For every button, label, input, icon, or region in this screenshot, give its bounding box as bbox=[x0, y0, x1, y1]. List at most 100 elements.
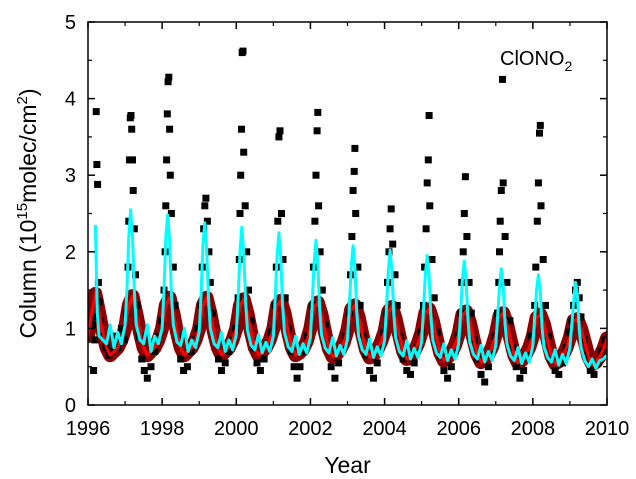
data-point bbox=[140, 367, 148, 374]
data-point bbox=[542, 301, 549, 309]
data-point bbox=[147, 363, 155, 371]
data-point bbox=[171, 301, 179, 309]
data-point bbox=[477, 370, 485, 378]
data-point bbox=[426, 202, 434, 210]
data-point bbox=[315, 202, 323, 210]
y-tick-label: 1 bbox=[65, 318, 76, 340]
data-point bbox=[460, 210, 468, 217]
data-point bbox=[590, 370, 598, 378]
data-point bbox=[279, 256, 287, 263]
data-point bbox=[488, 347, 496, 355]
data-point bbox=[237, 171, 245, 179]
data-point bbox=[129, 156, 136, 164]
y-tick-label: 2 bbox=[65, 242, 76, 264]
data-point bbox=[544, 332, 552, 340]
series-line-cyan bbox=[93, 208, 607, 370]
data-point bbox=[577, 313, 585, 321]
data-point bbox=[127, 112, 135, 119]
data-point bbox=[129, 187, 137, 194]
data-point bbox=[164, 78, 172, 86]
data-point bbox=[459, 248, 467, 256]
data-point bbox=[533, 217, 541, 225]
data-point bbox=[348, 233, 356, 240]
data-point bbox=[520, 367, 528, 374]
data-point bbox=[399, 355, 407, 363]
data-point bbox=[221, 359, 229, 367]
data-point bbox=[162, 202, 170, 210]
data-point bbox=[313, 127, 321, 135]
x-tick-label: 1998 bbox=[140, 418, 185, 440]
data-point bbox=[245, 286, 252, 294]
data-point bbox=[555, 370, 563, 378]
data-point bbox=[414, 344, 422, 352]
data-point bbox=[314, 108, 322, 116]
data-point bbox=[422, 225, 430, 233]
data-point bbox=[218, 367, 225, 374]
data-point bbox=[444, 374, 452, 382]
data-point bbox=[247, 317, 255, 325]
species-annotation: ClONO2 bbox=[500, 48, 572, 74]
data-point bbox=[296, 363, 304, 371]
data-point bbox=[551, 367, 559, 374]
data-point bbox=[321, 321, 329, 329]
species-base: ClONO bbox=[500, 48, 564, 70]
data-point bbox=[225, 347, 233, 355]
data-point bbox=[260, 355, 268, 363]
y-axis-title: Column (1015molec/cm2) bbox=[14, 89, 41, 339]
data-point bbox=[281, 294, 289, 302]
data-point bbox=[586, 367, 594, 374]
data-point bbox=[499, 179, 507, 187]
data-point bbox=[132, 271, 139, 279]
data-point bbox=[356, 301, 364, 309]
data-point bbox=[350, 167, 358, 175]
data-point bbox=[163, 156, 171, 164]
data-point bbox=[327, 363, 335, 371]
y-title-post: ) bbox=[15, 89, 41, 97]
data-point bbox=[293, 374, 301, 382]
data-point bbox=[377, 344, 385, 352]
x-axis-title: Year bbox=[324, 452, 371, 478]
data-point bbox=[94, 180, 102, 188]
data-point bbox=[331, 374, 339, 382]
data-point bbox=[239, 47, 247, 55]
data-point bbox=[537, 202, 545, 210]
data-point bbox=[484, 363, 492, 371]
data-point bbox=[203, 217, 211, 225]
data-point bbox=[183, 363, 191, 371]
y-tick-label: 4 bbox=[65, 89, 76, 111]
data-point bbox=[430, 294, 438, 302]
data-point bbox=[128, 125, 136, 133]
data-point bbox=[130, 225, 138, 233]
data-point bbox=[311, 217, 319, 225]
data-point bbox=[407, 370, 414, 378]
data-point bbox=[447, 363, 455, 371]
fit-line-cyan bbox=[93, 208, 607, 370]
data-point bbox=[165, 73, 173, 81]
data-point bbox=[88, 321, 96, 329]
data-point bbox=[496, 248, 503, 256]
data-point bbox=[169, 263, 177, 271]
data-point bbox=[120, 336, 128, 344]
data-point bbox=[428, 256, 436, 263]
data-point bbox=[403, 367, 411, 374]
x-axis: 1996 1998 2000 2002 2004 2006 2008 2010 bbox=[66, 22, 629, 440]
data-point bbox=[366, 367, 374, 374]
data-point bbox=[90, 367, 98, 374]
y-title-sup1: 15 bbox=[14, 203, 31, 220]
data-point bbox=[496, 217, 504, 225]
data-point bbox=[151, 347, 159, 355]
data-point bbox=[95, 298, 103, 306]
data-point bbox=[133, 301, 141, 309]
data-point bbox=[92, 108, 100, 116]
data-point bbox=[565, 328, 573, 336]
y-tick-label: 3 bbox=[65, 165, 76, 187]
data-point bbox=[467, 309, 475, 317]
data-point bbox=[503, 278, 511, 286]
data-point bbox=[202, 194, 210, 202]
data-point bbox=[111, 332, 119, 340]
data-point bbox=[451, 347, 459, 355]
data-point bbox=[575, 294, 583, 302]
data-point bbox=[167, 210, 175, 217]
plot-area bbox=[88, 47, 607, 386]
data-point bbox=[318, 286, 326, 294]
